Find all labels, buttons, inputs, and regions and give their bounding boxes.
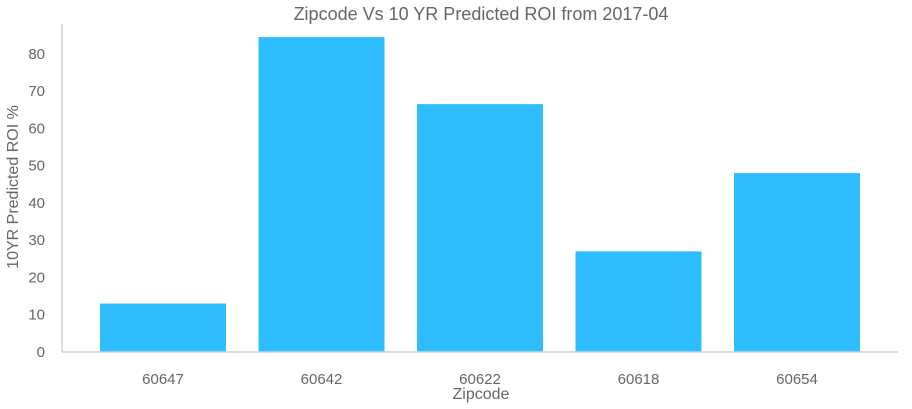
y-tick-label: 70 [28, 83, 45, 100]
x-tick-label: 60647 [142, 371, 184, 388]
bar-60618 [575, 251, 702, 352]
y-tick-label: 80 [28, 46, 45, 63]
bar-60642 [258, 37, 385, 352]
x-tick-label: 60618 [618, 371, 660, 388]
x-axis-ticks: 60647 60642 60622 60618 60654 [142, 371, 818, 388]
y-axis-label: 10YR Predicted ROI % [5, 105, 22, 269]
x-tick-label: 60622 [459, 371, 501, 388]
y-axis-ticks: 0 10 20 30 40 50 60 70 80 [28, 46, 45, 361]
y-tick-label: 50 [28, 158, 45, 175]
y-tick-label: 30 [28, 232, 45, 249]
y-tick-label: 10 [28, 307, 45, 324]
bar-60647 [100, 303, 226, 352]
y-tick-label: 40 [28, 195, 45, 212]
y-tick-label: 60 [28, 120, 45, 137]
y-tick-label: 20 [28, 269, 45, 286]
x-tick-label: 60654 [776, 371, 818, 388]
x-axis-label: Zipcode [453, 386, 510, 403]
bars [100, 37, 860, 353]
y-tick-label: 0 [37, 344, 45, 361]
bar-60622 [417, 104, 543, 353]
x-tick-label: 60642 [301, 371, 343, 388]
bar-60654 [734, 173, 860, 352]
chart-title: Zipcode Vs 10 YR Predicted ROI from 2017… [294, 4, 669, 24]
